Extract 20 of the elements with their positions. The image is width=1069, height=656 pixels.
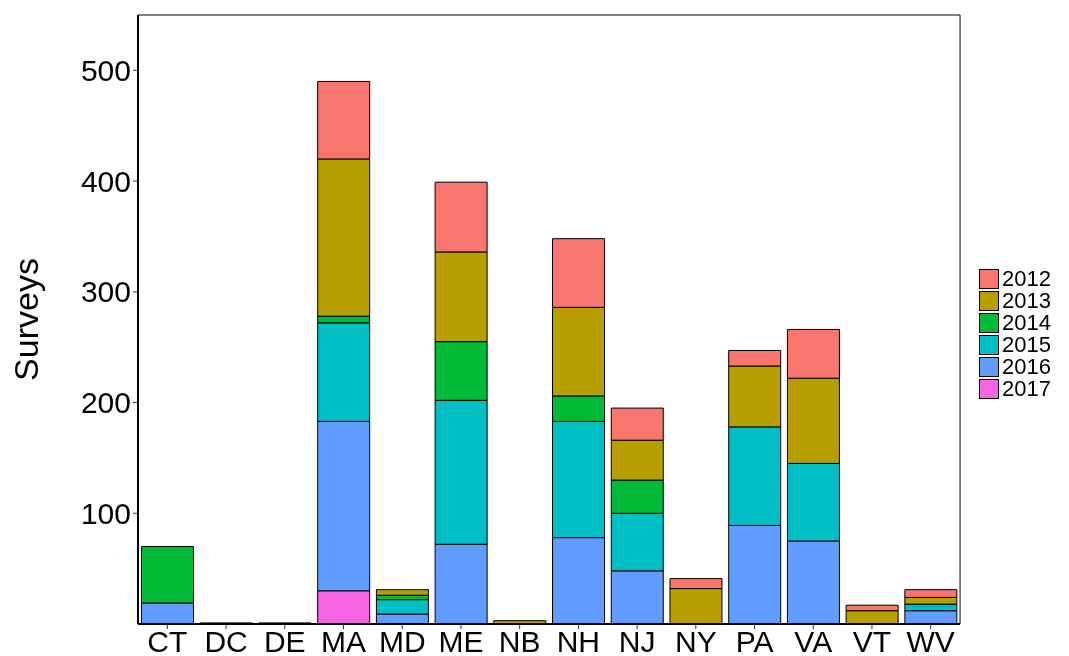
x-tick-label: MD [378, 625, 426, 656]
y-axis-title: Surveys [7, 258, 46, 381]
x-tick-label: DE [263, 625, 306, 656]
y-tick-label: 200 [80, 386, 131, 420]
x-tick-label: ME [438, 625, 484, 656]
x-tick-label: DC [204, 625, 248, 656]
y-tick-label: 300 [80, 275, 131, 309]
x-tick-label: NY [674, 625, 717, 656]
y-tick-label: 500 [80, 54, 131, 88]
x-tick-label: WV [906, 625, 955, 656]
x-tick-label: VA [794, 625, 833, 656]
x-tick-label: NB [498, 625, 541, 656]
x-tick-label: NH [556, 625, 601, 656]
y-tick-label: 100 [80, 496, 131, 530]
x-tick-label: VT [852, 625, 892, 656]
y-tick-label: 400 [80, 164, 131, 198]
x-tick-label: PA [735, 625, 774, 656]
x-tick-label: NJ [618, 625, 656, 656]
x-tick-label: MA [321, 625, 367, 656]
x-tick-label: CT [147, 625, 188, 656]
